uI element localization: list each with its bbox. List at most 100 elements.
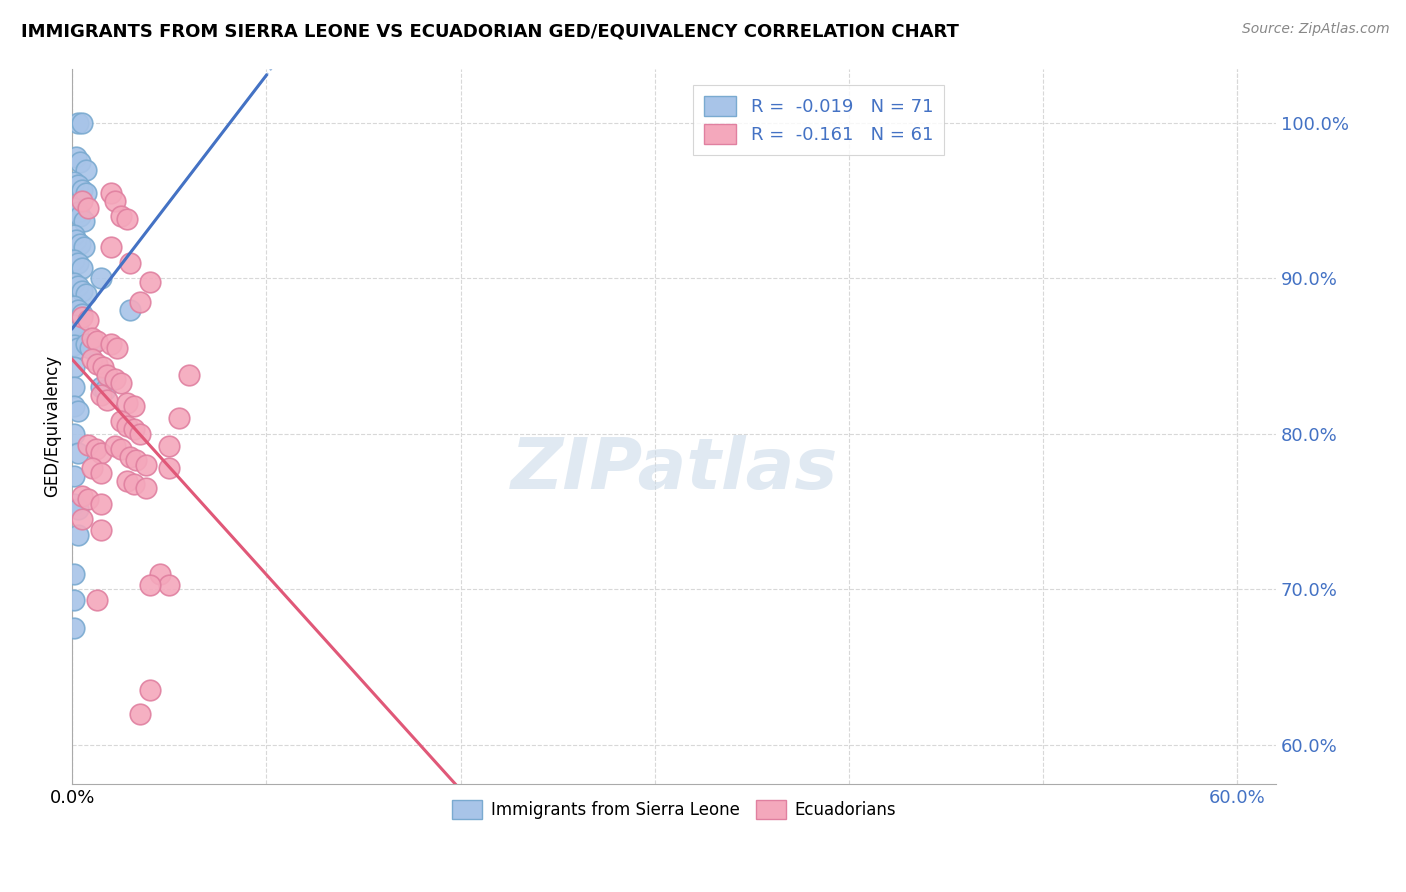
Point	[90, 271, 112, 285]
Point	[90, 497, 112, 511]
Point	[63, 338, 86, 352]
Point	[67, 116, 90, 130]
Point	[79, 342, 101, 356]
Point	[124, 399, 146, 413]
Point	[115, 419, 138, 434]
Point	[67, 302, 90, 317]
Legend: Immigrants from Sierra Leone, Ecuadorians: Immigrants from Sierra Leone, Ecuadorian…	[446, 793, 903, 825]
Point	[115, 474, 138, 488]
Point	[100, 240, 122, 254]
Point	[90, 524, 112, 538]
Point	[63, 621, 86, 635]
Point	[63, 497, 86, 511]
Point	[75, 336, 97, 351]
Point	[90, 388, 112, 402]
Point	[100, 186, 122, 200]
Point	[69, 237, 91, 252]
Point	[67, 256, 90, 270]
Text: ZIPatlas: ZIPatlas	[510, 434, 838, 504]
Point	[63, 202, 86, 216]
Point	[86, 334, 108, 348]
Point	[149, 566, 172, 581]
Point	[94, 384, 117, 398]
Text: Source: ZipAtlas.com: Source: ZipAtlas.com	[1241, 22, 1389, 37]
Point	[70, 116, 93, 130]
Point	[67, 501, 90, 516]
Point	[63, 399, 86, 413]
Y-axis label: GED/Equivalency: GED/Equivalency	[44, 355, 60, 497]
Point	[104, 194, 127, 208]
Point	[63, 318, 86, 332]
Point	[139, 275, 162, 289]
Point	[157, 461, 180, 475]
Point	[67, 445, 90, 459]
Point	[139, 683, 162, 698]
Point	[67, 279, 90, 293]
Point	[70, 512, 93, 526]
Point	[90, 466, 112, 480]
Point	[67, 178, 90, 193]
Point	[76, 202, 98, 216]
Point	[115, 396, 138, 410]
Point	[67, 528, 90, 542]
Point	[157, 578, 180, 592]
Point	[104, 372, 127, 386]
Point	[76, 313, 98, 327]
Point	[67, 342, 90, 356]
Point	[120, 256, 142, 270]
Point	[67, 403, 90, 417]
Point	[167, 411, 190, 425]
Point	[70, 183, 93, 197]
Point	[70, 307, 93, 321]
Point	[63, 359, 86, 374]
Point	[67, 204, 90, 219]
Point	[110, 209, 132, 223]
Point	[129, 706, 152, 721]
Point	[70, 489, 93, 503]
Point	[70, 284, 93, 298]
Point	[69, 154, 91, 169]
Point	[63, 380, 86, 394]
Point	[177, 368, 200, 382]
Point	[63, 252, 86, 267]
Point	[129, 294, 152, 309]
Point	[80, 352, 103, 367]
Point	[90, 380, 112, 394]
Point	[70, 194, 93, 208]
Point	[86, 357, 108, 371]
Point	[63, 566, 86, 581]
Point	[96, 368, 118, 382]
Point	[124, 422, 146, 436]
Point	[63, 468, 86, 483]
Point	[76, 438, 98, 452]
Point	[75, 287, 97, 301]
Point	[76, 492, 98, 507]
Point	[67, 323, 90, 337]
Point	[129, 426, 152, 441]
Point	[125, 453, 148, 467]
Point	[90, 445, 112, 459]
Point	[63, 227, 86, 242]
Point	[75, 162, 97, 177]
Point	[124, 476, 146, 491]
Point	[70, 260, 93, 275]
Point	[135, 481, 157, 495]
Point	[63, 175, 86, 189]
Point	[100, 336, 122, 351]
Point	[63, 276, 86, 290]
Point	[91, 359, 114, 374]
Point	[135, 458, 157, 472]
Point	[120, 302, 142, 317]
Point	[110, 414, 132, 428]
Text: IMMIGRANTS FROM SIERRA LEONE VS ECUADORIAN GED/EQUIVALENCY CORRELATION CHART: IMMIGRANTS FROM SIERRA LEONE VS ECUADORI…	[21, 22, 959, 40]
Point	[115, 212, 138, 227]
Point	[73, 214, 96, 228]
Point	[63, 593, 86, 607]
Point	[63, 300, 86, 314]
Point	[80, 461, 103, 475]
Point	[104, 439, 127, 453]
Point	[120, 450, 142, 465]
Point	[65, 233, 87, 247]
Point	[110, 442, 132, 457]
Point	[69, 209, 91, 223]
